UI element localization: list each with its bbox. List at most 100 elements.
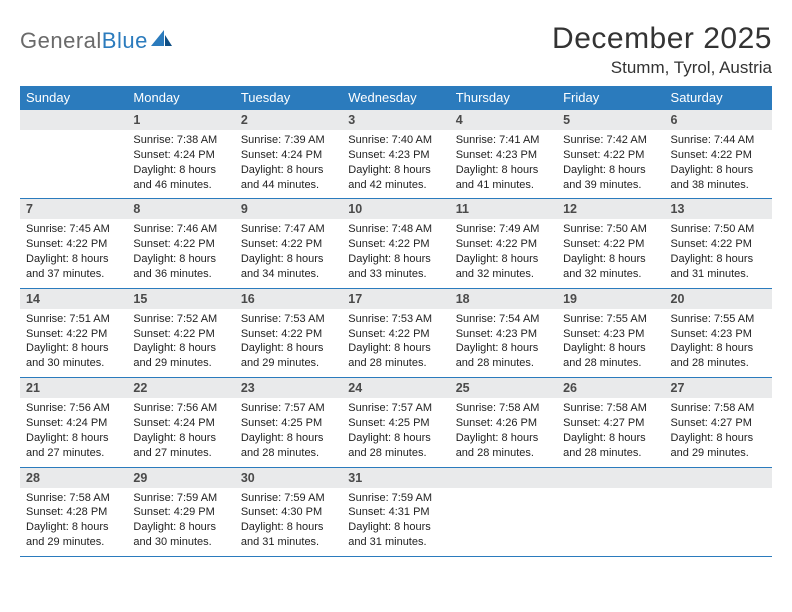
day-detail-line: Sunset: 4:22 PM xyxy=(133,327,228,342)
day-detail-line: Daylight: 8 hours and 28 minutes. xyxy=(348,341,443,371)
day-detail-line: Sunset: 4:22 PM xyxy=(456,237,551,252)
day-details: Sunrise: 7:57 AMSunset: 4:25 PMDaylight:… xyxy=(342,398,449,466)
day-number: 4 xyxy=(450,110,557,130)
day-detail-line: Sunrise: 7:41 AM xyxy=(456,133,551,148)
dow-cell: Wednesday xyxy=(342,86,449,110)
day-number: 12 xyxy=(557,199,664,219)
day-detail-line: Daylight: 8 hours and 41 minutes. xyxy=(456,163,551,193)
day-detail-line: Sunset: 4:22 PM xyxy=(26,327,121,342)
day-detail-line: Daylight: 8 hours and 27 minutes. xyxy=(26,431,121,461)
month-title: December 2025 xyxy=(552,22,772,56)
day-detail-line: Daylight: 8 hours and 29 minutes. xyxy=(26,520,121,550)
day-cell: 4Sunrise: 7:41 AMSunset: 4:23 PMDaylight… xyxy=(450,110,557,198)
day-cell: 17 Sunrise: 7:53 AMSunset: 4:22 PMDayligh… xyxy=(342,289,449,377)
day-cell: 12Sunrise: 7:50 AMSunset: 4:22 PMDayligh… xyxy=(557,199,664,287)
day-detail-line: Sunrise: 7:49 AM xyxy=(456,222,551,237)
day-cell: 11Sunrise: 7:49 AMSunset: 4:22 PMDayligh… xyxy=(450,199,557,287)
day-cell: 26Sunrise: 7:58 AMSunset: 4:27 PMDayligh… xyxy=(557,378,664,466)
day-detail-line: Sunrise: 7:58 AM xyxy=(26,491,121,506)
day-details: Sunrise: 7:59 AMSunset: 4:31 PMDaylight:… xyxy=(342,488,449,556)
day-number: 17 xyxy=(342,289,449,309)
day-cell: 23Sunrise: 7:57 AMSunset: 4:25 PMDayligh… xyxy=(235,378,342,466)
day-details: Sunrise: 7:51 AMSunset: 4:22 PMDaylight:… xyxy=(20,309,127,377)
day-detail-line: Sunrise: 7:47 AM xyxy=(241,222,336,237)
day-detail-line: Daylight: 8 hours and 28 minutes. xyxy=(671,341,766,371)
day-detail-line: Sunset: 4:27 PM xyxy=(671,416,766,431)
day-cell: 13Sunrise: 7:50 AMSunset: 4:22 PMDayligh… xyxy=(665,199,772,287)
day-detail-line: Daylight: 8 hours and 28 minutes. xyxy=(241,431,336,461)
day-detail-line: Sunrise: 7:53 AM xyxy=(348,312,443,327)
day-detail-line: Daylight: 8 hours and 38 minutes. xyxy=(671,163,766,193)
day-detail-line: Sunrise: 7:59 AM xyxy=(348,491,443,506)
day-detail-line: Daylight: 8 hours and 28 minutes. xyxy=(456,341,551,371)
day-detail-line: Daylight: 8 hours and 44 minutes. xyxy=(241,163,336,193)
day-number: 30 xyxy=(235,468,342,488)
day-cell: 25Sunrise: 7:58 AMSunset: 4:26 PMDayligh… xyxy=(450,378,557,466)
day-cell: 31Sunrise: 7:59 AMSunset: 4:31 PMDayligh… xyxy=(342,468,449,556)
day-detail-line: Sunset: 4:22 PM xyxy=(563,148,658,163)
day-number: 21 xyxy=(20,378,127,398)
day-detail-line: Sunset: 4:25 PM xyxy=(348,416,443,431)
week-row: 28Sunrise: 7:58 AMSunset: 4:28 PMDayligh… xyxy=(20,468,772,557)
day-details: Sunrise: 7:48 AMSunset: 4:22 PMDaylight:… xyxy=(342,219,449,287)
day-detail-line: Sunset: 4:30 PM xyxy=(241,505,336,520)
day-cell: 1Sunrise: 7:38 AMSunset: 4:24 PMDaylight… xyxy=(127,110,234,198)
day-detail-line: Sunset: 4:23 PM xyxy=(563,327,658,342)
day-detail-line: Sunrise: 7:44 AM xyxy=(671,133,766,148)
day-number: 22 xyxy=(127,378,234,398)
day-details: Sunrise: 7:59 AMSunset: 4:29 PMDaylight:… xyxy=(127,488,234,556)
day-number: 3 xyxy=(342,110,449,130)
day-detail-line: Sunset: 4:23 PM xyxy=(348,148,443,163)
day-details: Sunrise: 7:54 AMSunset: 4:23 PMDaylight:… xyxy=(450,309,557,377)
day-details: Sunrise: 7:53 AMSunset: 4:22 PMDaylight:… xyxy=(235,309,342,377)
day-number: 23 xyxy=(235,378,342,398)
day-details: Sunrise: 7:46 AMSunset: 4:22 PMDaylight:… xyxy=(127,219,234,287)
day-details: Sunrise: 7:52 AMSunset: 4:22 PMDaylight:… xyxy=(127,309,234,377)
day-detail-line: Sunrise: 7:59 AM xyxy=(241,491,336,506)
sail-icon xyxy=(151,30,173,48)
day-number: 7 xyxy=(20,199,127,219)
day-detail-line: Sunrise: 7:51 AM xyxy=(26,312,121,327)
day-detail-line: Daylight: 8 hours and 28 minutes. xyxy=(563,341,658,371)
day-detail-line: Sunset: 4:24 PM xyxy=(26,416,121,431)
day-details: Sunrise: 7:57 AMSunset: 4:25 PMDaylight:… xyxy=(235,398,342,466)
day-cell: 20Sunrise: 7:55 AMSunset: 4:23 PMDayligh… xyxy=(665,289,772,377)
day-detail-line: Sunset: 4:22 PM xyxy=(348,327,443,342)
day-detail-line: Daylight: 8 hours and 32 minutes. xyxy=(563,252,658,282)
day-detail-line: Sunrise: 7:57 AM xyxy=(241,401,336,416)
day-cell: 2Sunrise: 7:39 AMSunset: 4:24 PMDaylight… xyxy=(235,110,342,198)
day-details: Sunrise: 7:58 AMSunset: 4:27 PMDaylight:… xyxy=(665,398,772,466)
day-detail-line: Sunrise: 7:58 AM xyxy=(563,401,658,416)
day-detail-line: Sunset: 4:24 PM xyxy=(241,148,336,163)
day-detail-line: Sunrise: 7:55 AM xyxy=(671,312,766,327)
day-number: 14 xyxy=(20,289,127,309)
day-detail-line: Daylight: 8 hours and 32 minutes. xyxy=(456,252,551,282)
logo-word-1: General xyxy=(20,28,102,53)
day-detail-line: Sunrise: 7:54 AM xyxy=(456,312,551,327)
day-number xyxy=(450,468,557,488)
day-number: 28 xyxy=(20,468,127,488)
day-detail-line: Sunset: 4:23 PM xyxy=(456,327,551,342)
day-cell: 8Sunrise: 7:46 AMSunset: 4:22 PMDaylight… xyxy=(127,199,234,287)
day-detail-line: Daylight: 8 hours and 28 minutes. xyxy=(348,431,443,461)
week-row: 7Sunrise: 7:45 AMSunset: 4:22 PMDaylight… xyxy=(20,199,772,288)
dow-cell: Monday xyxy=(127,86,234,110)
day-cell: 19Sunrise: 7:55 AMSunset: 4:23 PMDayligh… xyxy=(557,289,664,377)
day-detail-line: Daylight: 8 hours and 31 minutes. xyxy=(241,520,336,550)
day-detail-line: Daylight: 8 hours and 42 minutes. xyxy=(348,163,443,193)
day-detail-line: Sunrise: 7:50 AM xyxy=(563,222,658,237)
day-detail-line: Daylight: 8 hours and 34 minutes. xyxy=(241,252,336,282)
day-cell xyxy=(665,468,772,556)
day-detail-line: Daylight: 8 hours and 36 minutes. xyxy=(133,252,228,282)
day-number: 29 xyxy=(127,468,234,488)
day-details: Sunrise: 7:38 AMSunset: 4:24 PMDaylight:… xyxy=(127,130,234,198)
day-details: Sunrise: 7:56 AMSunset: 4:24 PMDaylight:… xyxy=(127,398,234,466)
day-detail-line: Sunset: 4:28 PM xyxy=(26,505,121,520)
day-number: 2 xyxy=(235,110,342,130)
header: GeneralBlue December 2025 Stumm, Tyrol, … xyxy=(20,22,772,78)
day-cell: 18Sunrise: 7:54 AMSunset: 4:23 PMDayligh… xyxy=(450,289,557,377)
day-cell: 10Sunrise: 7:48 AMSunset: 4:22 PMDayligh… xyxy=(342,199,449,287)
day-details: Sunrise: 7:47 AMSunset: 4:22 PMDaylight:… xyxy=(235,219,342,287)
day-details: Sunrise: 7:41 AMSunset: 4:23 PMDaylight:… xyxy=(450,130,557,198)
day-number: 13 xyxy=(665,199,772,219)
